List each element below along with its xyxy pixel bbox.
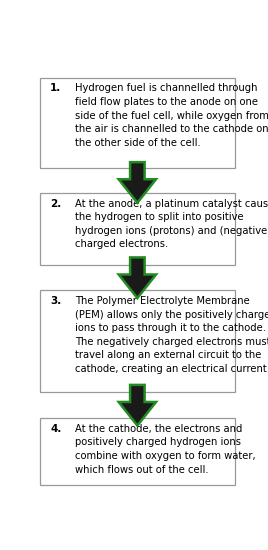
Text: 3.: 3. <box>50 296 61 306</box>
Polygon shape <box>119 385 156 426</box>
FancyBboxPatch shape <box>40 193 235 265</box>
FancyBboxPatch shape <box>40 290 235 392</box>
Text: 2.: 2. <box>50 199 61 208</box>
FancyBboxPatch shape <box>40 419 235 485</box>
Polygon shape <box>119 257 156 298</box>
Text: At the anode, a platinum catalyst causes
the hydrogen to split into positive
hyd: At the anode, a platinum catalyst causes… <box>75 199 268 249</box>
Text: Hydrogen fuel is channelled through
field flow plates to the anode on one
side o: Hydrogen fuel is channelled through fiel… <box>75 84 268 148</box>
FancyBboxPatch shape <box>40 78 235 168</box>
Text: At the cathode, the electrons and
positively charged hydrogen ions
combine with : At the cathode, the electrons and positi… <box>75 424 256 475</box>
Text: 4.: 4. <box>50 424 61 434</box>
Polygon shape <box>119 162 156 203</box>
Text: 1.: 1. <box>50 84 61 94</box>
Text: The Polymer Electrolyte Membrane
(PEM) allows only the positively charged
ions t: The Polymer Electrolyte Membrane (PEM) a… <box>75 296 268 374</box>
